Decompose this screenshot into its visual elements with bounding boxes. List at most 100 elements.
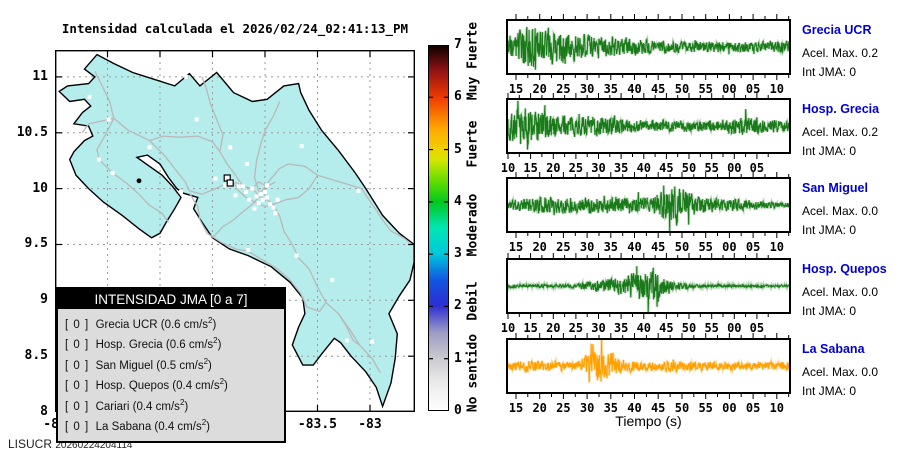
seismogram-plot	[506, 333, 791, 399]
legend-item: [ 0 ] Cariari (0.4 cm/s2)	[65, 397, 189, 413]
station-marker	[179, 190, 183, 194]
station-marker	[147, 145, 152, 150]
seismogram-x-labels: 15 20 25 30 35 40 45 50 55 00 05 10	[506, 82, 791, 96]
time-tick-label: 30	[579, 82, 595, 96]
colorbar-category-label: No sentido	[465, 334, 481, 413]
road	[259, 195, 382, 374]
station-marker	[268, 202, 273, 207]
map-y-tick-label: 8.5	[24, 348, 48, 364]
colorbar-category-label: Fuerte	[465, 120, 481, 168]
legend-item: [ 0 ] San Miguel (0.5 cm/s2)	[65, 356, 212, 372]
seismogram-x-labels: 15 20 25 30 35 40 45 50 55 00 05 10	[506, 240, 791, 254]
time-tick-label: 30	[591, 321, 606, 335]
road	[188, 192, 327, 313]
waveform-trace	[508, 340, 789, 383]
map-x-tick-label: -83	[358, 417, 382, 432]
time-tick-label: 35	[613, 161, 629, 175]
colorbar-tick-label: 4	[454, 193, 462, 209]
time-tick-label: 30	[591, 161, 606, 175]
time-tick-label: 50	[681, 161, 697, 175]
costa-rica-map	[54, 49, 416, 413]
intensity-colorbar	[428, 45, 449, 411]
time-tick-label: 40	[627, 401, 642, 415]
time-tick-label: 00	[722, 82, 737, 96]
time-tick-label: 00	[722, 401, 737, 415]
seismogram-x-labels: 10 15 20 25 30 35 40 45 50 55 00 05	[501, 161, 791, 175]
waveform-trace	[508, 185, 789, 231]
int-jma-label: Int JMA: 0	[802, 384, 857, 398]
waveform-trace	[508, 100, 789, 150]
int-jma-label: Int JMA: 0	[802, 65, 857, 79]
time-tick-label: 35	[603, 240, 619, 254]
station-info: San Miguel Acel. Max. 0.0 Int JMA: 0	[802, 181, 907, 242]
time-tick-label: 10	[500, 321, 516, 335]
time-tick-label: 05	[749, 321, 765, 335]
map-y-tick-label: 9.5	[24, 236, 48, 252]
time-tick-label: 55	[704, 321, 719, 335]
legend-item: [ 0 ] La Sabana (0.4 cm/s2)	[65, 418, 210, 433]
time-tick-label: 10	[769, 401, 785, 415]
watermark-code: 20260224204114	[55, 440, 133, 451]
seismogram-ticks	[507, 93, 769, 159]
seismogram-plot	[506, 93, 791, 159]
time-tick-label: 25	[556, 82, 571, 96]
time-tick-label: 50	[674, 240, 690, 254]
station-marker	[370, 339, 375, 344]
road	[212, 195, 261, 239]
station-marker	[258, 192, 263, 197]
epicenter-marker	[223, 174, 234, 187]
station-marker	[213, 176, 218, 181]
road	[94, 71, 261, 197]
station-marker	[240, 184, 245, 189]
waveform-trace	[508, 26, 789, 70]
time-tick-label: 05	[745, 240, 761, 254]
station-marker	[247, 197, 252, 202]
seismogram-frame	[506, 177, 791, 233]
station-marker	[250, 186, 255, 191]
time-tick-label: 45	[659, 321, 674, 335]
roads	[81, 71, 413, 374]
station-marker	[106, 117, 111, 122]
acel-max-label: Acel. Max. 0.0	[802, 285, 879, 299]
station-info: La Sabana Acel. Max. 0.0 Int JMA: 0	[802, 342, 907, 403]
station-name: San Miguel	[802, 181, 868, 195]
time-tick-label: 40	[627, 240, 642, 254]
station-marker	[344, 338, 349, 343]
time-tick-label: 05	[745, 82, 761, 96]
time-tick-label: 05	[745, 401, 761, 415]
station-marker	[194, 117, 199, 122]
station-name: La Sabana	[802, 342, 865, 356]
time-tick-label: 50	[674, 82, 690, 96]
seismogram-frame	[506, 19, 791, 75]
legend-item: [ 0 ] Hosp. Quepos (0.4 cm/s2)	[65, 377, 228, 393]
time-tick-label: 55	[698, 401, 713, 415]
road	[253, 101, 281, 195]
station-marker	[299, 144, 304, 149]
time-tick-label: 40	[636, 161, 652, 175]
station-marker	[294, 253, 299, 258]
station-marker	[256, 201, 261, 206]
station-marker	[236, 184, 241, 189]
colorbar-tick-label: 6	[454, 89, 462, 105]
time-tick-label: 55	[704, 161, 719, 175]
seismogram-x-labels: 15 20 25 30 35 40 45 50 55 00 05 10	[506, 401, 791, 415]
time-tick-label: 20	[546, 321, 561, 335]
time-tick-label: 15	[523, 161, 538, 175]
road	[251, 181, 276, 190]
time-tick-label: 25	[556, 401, 571, 415]
station-name: Grecia UCR	[802, 23, 872, 37]
time-tick-label: 20	[532, 82, 547, 96]
map-title: Intensidad calculada el 2026/02/24_02:41…	[61, 21, 409, 36]
station-marker	[233, 193, 238, 198]
station-marker	[273, 211, 278, 216]
time-tick-label: 50	[681, 321, 697, 335]
station-info: Hosp. Grecia Acel. Max. 0.2 Int JMA: 0	[802, 102, 907, 163]
station-marker	[228, 145, 233, 150]
colorbar-category-label: Debil	[465, 281, 481, 321]
time-tick-label: 35	[603, 82, 619, 96]
station-marker	[330, 278, 335, 283]
legend-body: [ 0 ] Grecia UCR (0.6 cm/s2) [ 0 ] Hosp. …	[58, 309, 284, 441]
intensity-legend: INTENSIDAD JMA [0 a 7] [ 0 ] Grecia UCR …	[56, 287, 286, 443]
road	[273, 174, 319, 205]
land-area	[59, 54, 415, 407]
